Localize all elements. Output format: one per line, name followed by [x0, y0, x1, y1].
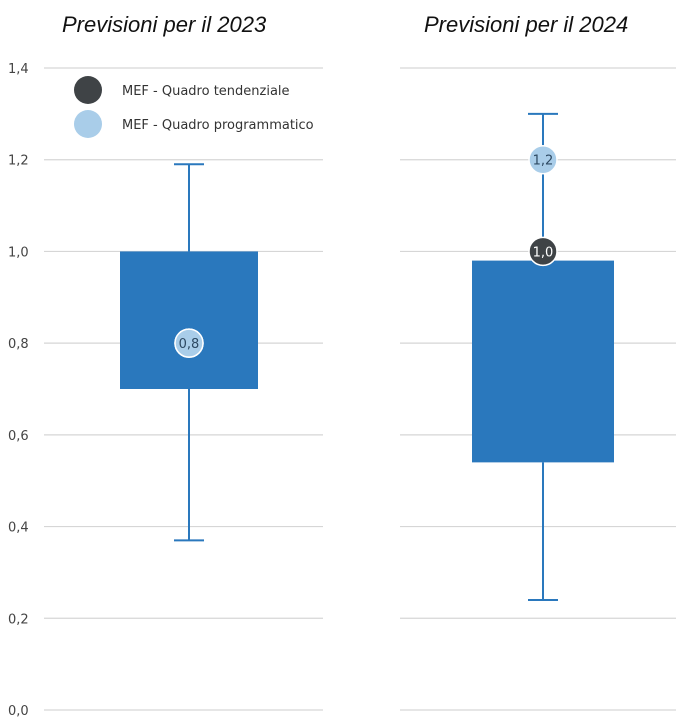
y-tick-label: 1,2	[8, 154, 29, 169]
marker-label: 1,0	[533, 245, 554, 260]
legend-swatch-1	[74, 110, 102, 138]
marker-programmatico	[528, 144, 558, 175]
y-tick-label: 0,2	[8, 612, 29, 627]
box-0	[120, 251, 258, 389]
legend-label-0: MEF - Quadro tendenziale	[122, 84, 290, 99]
legend-swatch-0	[74, 76, 102, 104]
marker-label: 1,2	[533, 154, 554, 169]
y-tick-label: 1,0	[8, 245, 29, 260]
legend-label-1: MEF - Quadro programmatico	[122, 118, 314, 133]
marker-tendenziale	[528, 236, 558, 267]
marker-label: 0,8	[179, 337, 200, 352]
y-tick-label: 0,0	[8, 704, 29, 719]
y-tick-label: 0,6	[8, 429, 29, 444]
y-tick-label: 1,4	[8, 62, 29, 77]
box-1	[472, 260, 614, 463]
panel-title-2023: Previsioni per il 2023	[62, 12, 267, 37]
panel-title-2024: Previsioni per il 2024	[424, 12, 629, 37]
y-tick-label: 0,4	[8, 521, 29, 536]
marker-programmatico	[174, 328, 204, 358]
y-tick-label: 0,8	[8, 337, 29, 352]
